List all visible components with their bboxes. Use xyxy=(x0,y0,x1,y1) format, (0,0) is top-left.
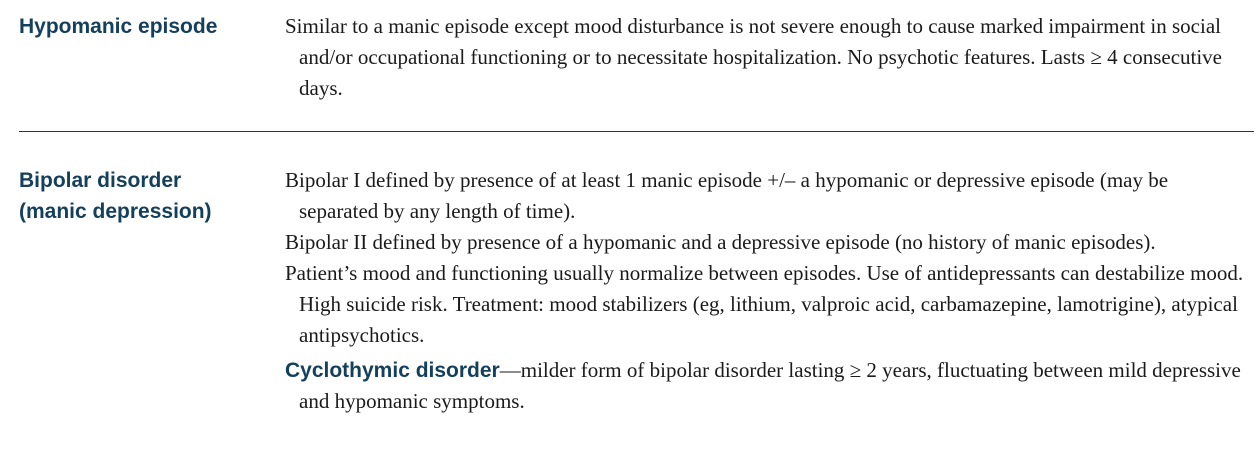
definition-paragraph-bipolar-2: Bipolar II defined by presence of a hypo… xyxy=(285,230,1156,254)
definition-paragraph-bipolar-general: Patient’s mood and functioning usually n… xyxy=(285,261,1244,347)
term-bipolar-disorder: Bipolar disorder (manic depression) xyxy=(19,165,212,227)
term-hypomanic-episode: Hypomanic episode xyxy=(19,15,218,38)
subentry-text-cyclothymic: —milder form of bipolar disorder lasting… xyxy=(299,358,1241,413)
definition-bipolar-disorder: Bipolar I defined by presence of at leas… xyxy=(285,165,1245,417)
definition-paragraph-bipolar-1: Bipolar I defined by presence of at leas… xyxy=(285,168,1169,223)
definition-paragraph: Similar to a manic episode except mood d… xyxy=(285,14,1223,100)
term-bipolar-disorder-line1: Bipolar disorder xyxy=(19,169,182,192)
subentry-cyclothymic-disorder: Cyclothymic disorder—milder form of bipo… xyxy=(285,355,1245,417)
definition-hypomanic-episode: Similar to a manic episode except mood d… xyxy=(285,11,1245,104)
term-bipolar-disorder-line2: (manic depression) xyxy=(19,200,212,223)
subentry-term-cyclothymic: Cyclothymic disorder xyxy=(285,359,500,382)
row-divider xyxy=(19,131,1254,132)
